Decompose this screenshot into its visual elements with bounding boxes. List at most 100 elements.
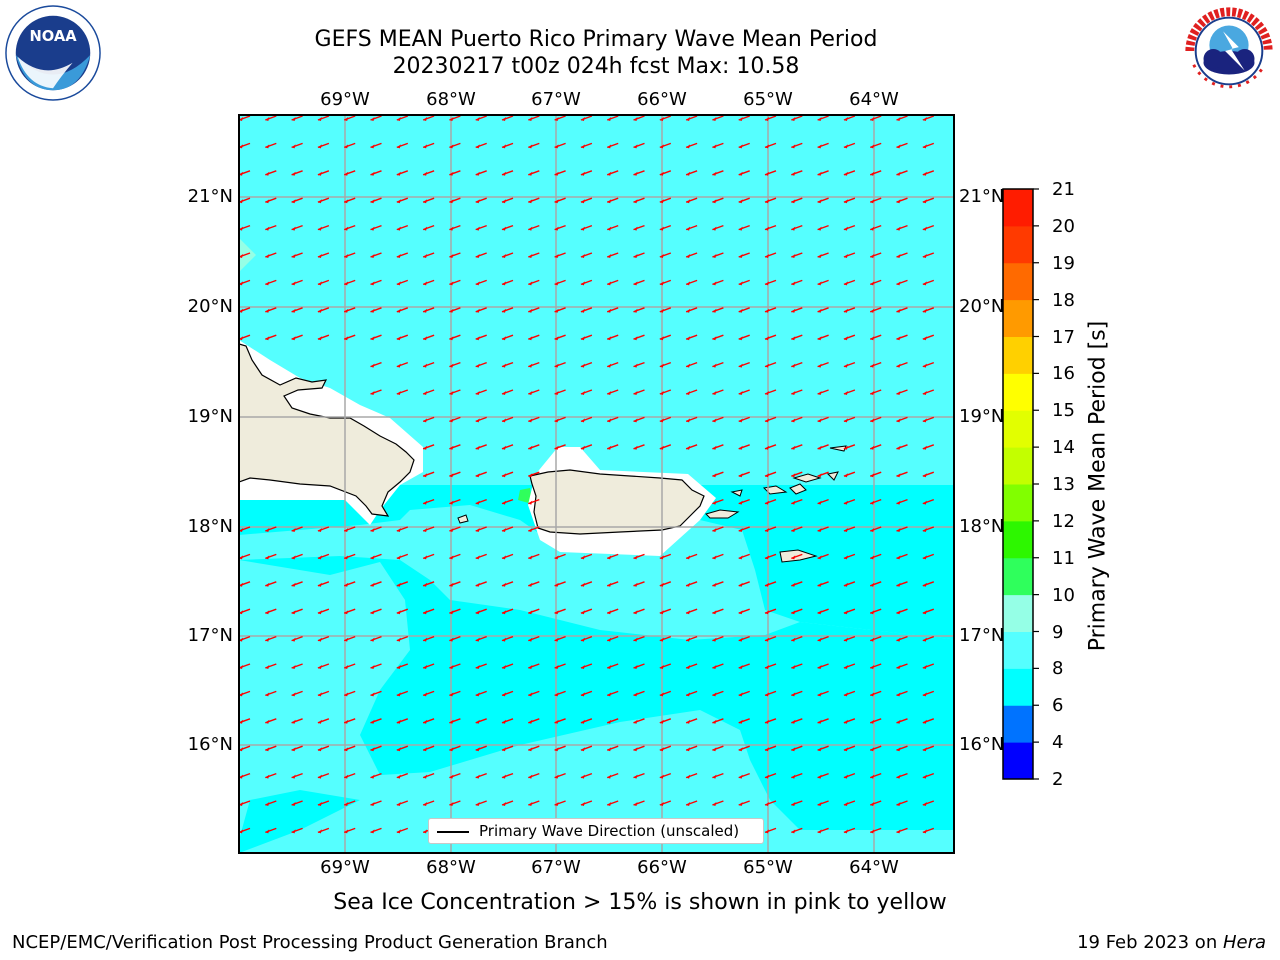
wave-arrow [764,772,777,779]
wave-arrow [265,772,277,779]
wave-arrow [291,690,303,697]
wave-arrow [265,663,277,669]
land-culebra [730,489,743,497]
wave-arrow [449,718,461,724]
wave-arrow [764,252,777,258]
wave-arrow [554,745,566,752]
wave-arrow [817,115,829,121]
wave-arrow [317,553,330,560]
wave-arrow [606,800,619,806]
wave-arrow [896,115,908,121]
wave-arrow [475,361,487,368]
wave-arrow [633,690,645,697]
wave-arrow [869,663,882,669]
wave-arrow [449,170,461,176]
wave-arrow [396,800,409,806]
wave-arrow [554,334,566,341]
wave-arrow [343,745,356,752]
wave-arrow [633,416,645,423]
wave-arrow [685,772,698,779]
wave-arrow [659,224,672,231]
wave-arrow [712,279,724,286]
wave-arrow [685,635,698,642]
wave-arrow [922,800,935,806]
wave-arrow [449,307,461,313]
wave-arrow [396,142,409,149]
wave-arrow [370,635,382,642]
wave-arrow [554,800,566,806]
wave-arrow [265,800,277,806]
colorbar-swatch [1003,373,1033,411]
wave-arrow [685,745,698,752]
wave-arrow [738,361,750,368]
wave-arrow [712,690,724,697]
wave-arrow [896,224,908,231]
wave-arrow [712,252,724,258]
wave-arrow [791,361,803,368]
wave-arrow [922,471,935,478]
wave-arrow [869,498,882,505]
lon-label-top: 66°W [637,89,687,110]
wave-arrow [764,690,777,697]
wave-arrow [633,142,645,149]
wave-arrow [501,581,514,587]
wave-arrow [922,279,935,286]
wave-arrow [922,197,935,204]
wave-arrow [554,224,566,231]
wave-arrow [554,608,566,615]
wave-arrow [449,635,461,642]
wave-arrow [501,361,514,368]
wave-arrow [922,772,935,779]
wave-arrow [501,142,514,149]
wave-arrow [475,772,487,779]
land-puerto-rico [529,469,705,535]
wave-arrow [528,444,540,450]
wave-arrow [475,197,487,204]
colorbar-tick-label: 14 [1052,437,1075,459]
wave-arrow [685,334,698,341]
wave-arrow [922,663,935,669]
wave-arrow [791,115,803,121]
wave-arrow [501,170,514,176]
wave-arrow [528,252,540,258]
wave-arrow [449,553,461,560]
wave-arrow [633,224,645,231]
wave-arrow [817,334,829,341]
wave-arrow [843,827,856,834]
period-field-6-8 [239,790,360,853]
wave-arrow [843,745,856,752]
wave-arrow [896,361,908,368]
wave-arrow [370,307,382,313]
wave-arrow [869,252,882,258]
wave-arrow [475,471,487,478]
wave-arrow [633,800,645,806]
wave-arrow [580,170,593,176]
wave-arrow [265,142,277,149]
wave-arrow [501,718,514,724]
wave-arrow [869,526,882,532]
wave-arrow [685,608,698,615]
wave-arrow [843,581,856,587]
colorbar-tick-label: 8 [1052,658,1064,680]
colorbar-swatch [1003,631,1033,669]
wave-arrow [764,389,777,395]
lon-label-bottom: 65°W [743,857,793,878]
wave-arrow [738,498,750,505]
wave-arrow [343,690,356,697]
wave-arrow [606,389,619,395]
wave-arrow [791,553,803,560]
wave-arrow [869,772,882,779]
colorbar-tick-label: 17 [1052,326,1075,348]
wave-arrow [265,224,277,231]
wave-arrow [265,635,277,642]
wave-arrow [475,718,487,724]
wave-arrow [501,526,514,532]
wave-arrow [843,553,856,560]
wave-arrow [922,416,935,423]
chart-subtitle: 20230217 t00z 024h fcst Max: 10.58 [392,54,800,79]
wave-arrow [712,389,724,395]
footer-date: 19 Feb 2023 on Hera [1077,932,1266,953]
wave-arrow [317,115,330,121]
wave-arrow [554,197,566,204]
colorbar [1002,188,1039,780]
